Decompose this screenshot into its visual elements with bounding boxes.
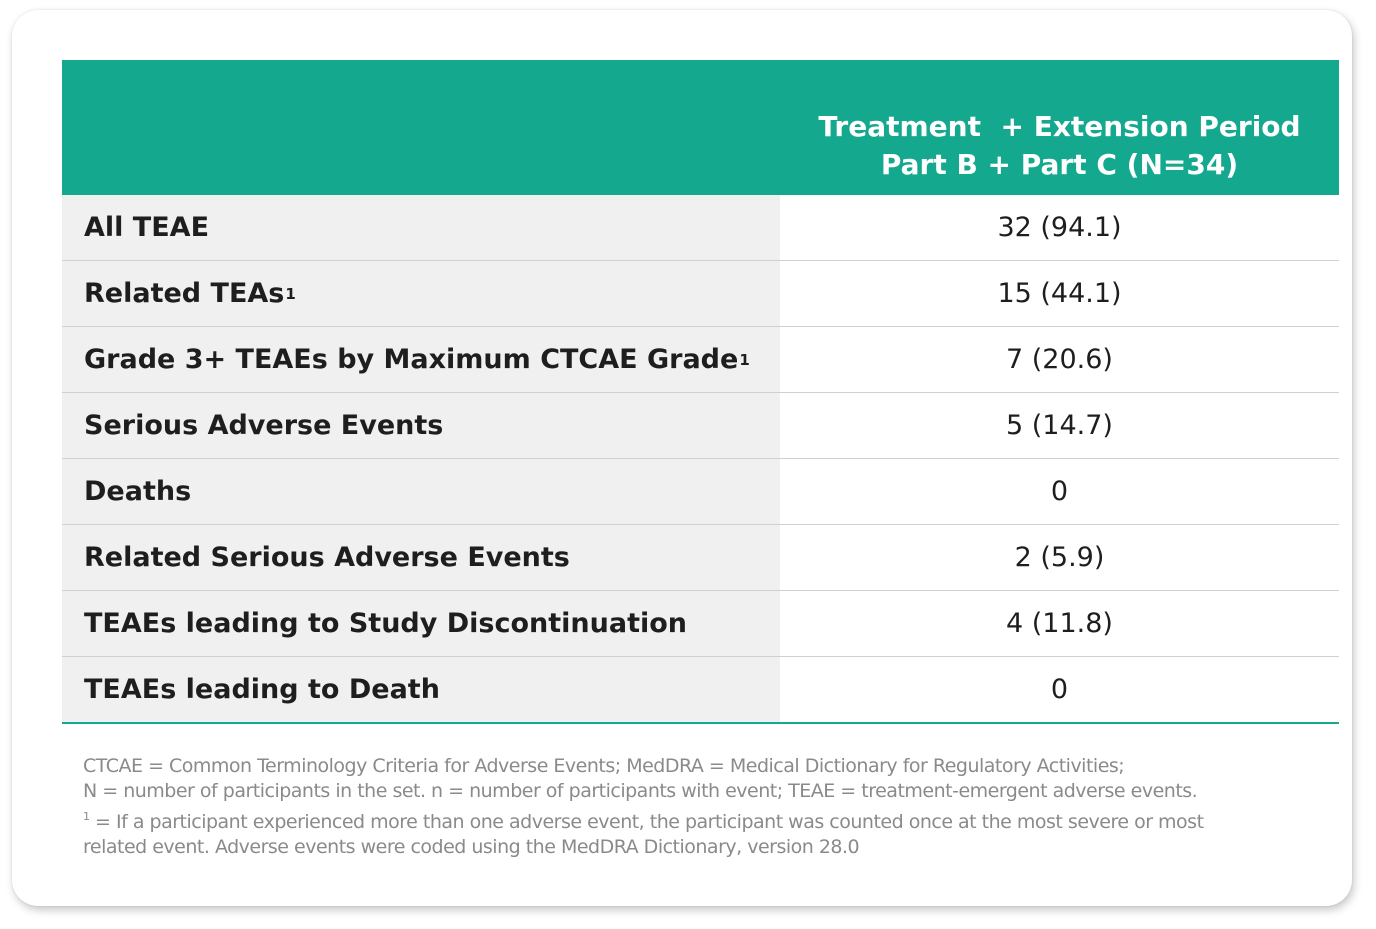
table-row: TEAEs leading to Death 0 (62, 657, 1339, 724)
table-row: Serious Adverse Events 5 (14.7) (62, 393, 1339, 459)
row-label-cell: Serious Adverse Events (62, 393, 780, 458)
table-row: Deaths 0 (62, 459, 1339, 525)
row-label: TEAEs leading to Death (84, 674, 440, 705)
row-value: 2 (5.9) (780, 525, 1339, 590)
row-label: Grade 3+ TEAEs by Maximum CTCAE Grade (84, 344, 739, 375)
footnote-text: = If a participant experienced more than… (89, 811, 1204, 833)
row-value: 4 (11.8) (780, 591, 1339, 656)
row-label-cell: Deaths (62, 459, 780, 524)
column-header: Treatment + Extension Period Part B + Pa… (780, 108, 1339, 184)
row-value: 32 (94.1) (780, 195, 1339, 260)
row-label-cell: All TEAE (62, 195, 780, 260)
column-header-line-2: Part B + Part C (N=34) (880, 148, 1239, 181)
row-label-cell: Grade 3+ TEAEs by Maximum CTCAE Grade 1 (62, 327, 780, 392)
footnote-line: related event. Adverse events were coded… (83, 836, 860, 858)
footnote-line: CTCAE = Common Terminology Criteria for … (83, 755, 1125, 777)
row-value: 7 (20.6) (780, 327, 1339, 392)
row-label: Related Serious Adverse Events (84, 542, 570, 573)
table-card: Treatment + Extension Period Part B + Pa… (12, 10, 1352, 906)
row-label: Deaths (84, 476, 192, 507)
row-footnote-marker: 1 (739, 350, 750, 369)
row-label: Serious Adverse Events (84, 410, 444, 441)
column-header-line-1: Treatment + Extension Period (818, 110, 1301, 143)
row-label-cell: TEAEs leading to Study Discontinuation (62, 591, 780, 656)
row-value: 5 (14.7) (780, 393, 1339, 458)
table-row: Related Serious Adverse Events 2 (5.9) (62, 525, 1339, 591)
row-label-cell: Related TEAs 1 (62, 261, 780, 326)
row-label: TEAEs leading to Study Discontinuation (84, 608, 688, 639)
footnote-line: N = number of participants in the set. n… (83, 780, 1198, 802)
table-row: Related TEAs 1 15 (44.1) (62, 261, 1339, 327)
row-label: All TEAE (84, 212, 210, 243)
adverse-events-table: Treatment + Extension Period Part B + Pa… (62, 60, 1339, 724)
table-row: TEAEs leading to Study Discontinuation 4… (62, 591, 1339, 657)
footnotes: CTCAE = Common Terminology Criteria for … (83, 754, 1323, 860)
row-label-cell: Related Serious Adverse Events (62, 525, 780, 590)
table-row: Grade 3+ TEAEs by Maximum CTCAE Grade 1 7… (62, 327, 1339, 393)
row-value: 0 (780, 657, 1339, 722)
row-value: 15 (44.1) (780, 261, 1339, 326)
row-footnote-marker: 1 (285, 284, 296, 303)
footnote-line: 1 = If a participant experienced more th… (83, 804, 1323, 835)
table-header: Treatment + Extension Period Part B + Pa… (62, 60, 1339, 195)
row-label-cell: TEAEs leading to Death (62, 657, 780, 722)
row-value: 0 (780, 459, 1339, 524)
table-row: All TEAE 32 (94.1) (62, 195, 1339, 261)
row-label: Related TEAs (84, 278, 285, 309)
footnote-marker: 1 (83, 810, 90, 823)
